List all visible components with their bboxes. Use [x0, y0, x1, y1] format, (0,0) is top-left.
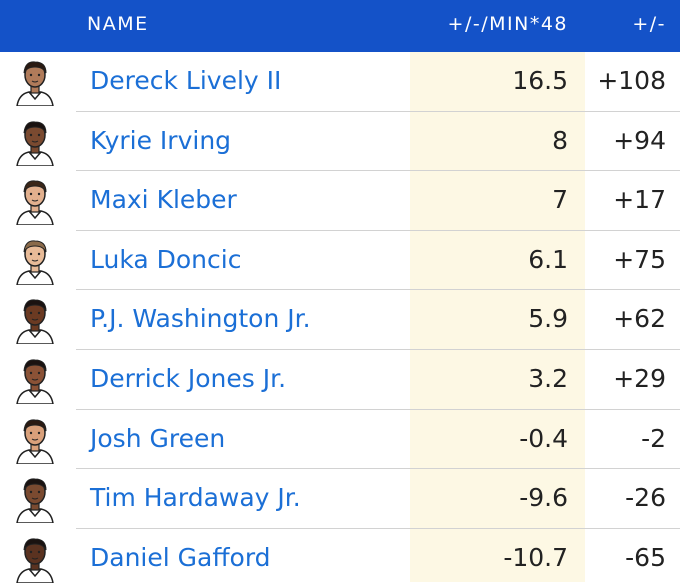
table-row: Luka Doncic 6.1 +75: [0, 231, 680, 291]
plus-minus-value: -26: [625, 483, 666, 513]
table-row: Josh Green -0.4 -2: [0, 410, 680, 470]
table-row: Daniel Gafford -10.7 -65: [0, 529, 680, 588]
plus-minus-per-48-value: 7: [552, 185, 568, 215]
plus-minus-per-48-value: -10.7: [503, 542, 568, 572]
player-name-link[interactable]: Tim Hardaway Jr.: [90, 483, 301, 513]
plus-minus-value: +108: [597, 66, 666, 95]
plus-minus-value: -2: [641, 423, 666, 453]
table-header: NAME +/-/MIN*48 +/-: [0, 0, 680, 52]
player-name-link[interactable]: Dereck Lively II: [90, 66, 282, 95]
player-headshot-icon: [16, 180, 54, 226]
player-name-link[interactable]: Luka Doncic: [90, 244, 242, 274]
player-name-link[interactable]: Daniel Gafford: [90, 542, 271, 572]
column-header-plus-minus-per-48[interactable]: +/-/MIN*48: [447, 13, 568, 35]
plus-minus-per-48-value: -9.6: [519, 483, 568, 513]
table-row: Dereck Lively II 16.5 +108: [0, 52, 680, 112]
player-headshot-icon: [16, 478, 54, 524]
player-headshot-icon: [16, 299, 54, 345]
table-row: Tim Hardaway Jr. -9.6 -26: [0, 469, 680, 529]
column-header-plus-minus[interactable]: +/-: [632, 13, 666, 35]
table-row: Maxi Kleber 7 +17: [0, 171, 680, 231]
player-headshot-icon: [16, 359, 54, 404]
plus-minus-value: +17: [613, 185, 666, 215]
player-name-link[interactable]: Maxi Kleber: [90, 185, 237, 215]
column-header-name[interactable]: NAME: [87, 13, 149, 35]
plus-minus-per-48-value: 5.9: [528, 304, 568, 334]
plus-minus-per-48-value: 16.5: [512, 66, 568, 95]
player-headshot-icon: [16, 538, 54, 583]
plus-minus-value: +75: [613, 244, 666, 274]
plus-minus-per-48-value: 3.2: [528, 363, 568, 393]
player-headshot-icon: [16, 121, 54, 166]
sorted-column-highlight: [410, 52, 585, 582]
plus-minus-value: +29: [613, 363, 666, 393]
player-name-link[interactable]: Derrick Jones Jr.: [90, 363, 287, 393]
player-headshot-icon: [16, 240, 54, 285]
table-row: Kyrie Irving 8 +94: [0, 112, 680, 172]
player-headshot-icon: [16, 61, 54, 106]
player-name-link[interactable]: P.J. Washington Jr.: [90, 304, 311, 334]
player-name-link[interactable]: Josh Green: [90, 423, 226, 453]
table-body: Dereck Lively II 16.5 +108 Kyrie Irving …: [0, 52, 680, 588]
plus-minus-per-48-value: -0.4: [519, 423, 568, 453]
plus-minus-per-48-value: 8: [552, 125, 568, 155]
plus-minus-value: +62: [613, 304, 666, 334]
player-name-link[interactable]: Kyrie Irving: [90, 125, 232, 155]
plus-minus-value: -65: [625, 542, 666, 572]
player-headshot-icon: [16, 419, 54, 464]
table-row: P.J. Washington Jr. 5.9 +62: [0, 290, 680, 350]
table-row: Derrick Jones Jr. 3.2 +29: [0, 350, 680, 410]
plus-minus-value: +94: [613, 125, 666, 155]
plus-minus-per-48-value: 6.1: [528, 244, 568, 274]
